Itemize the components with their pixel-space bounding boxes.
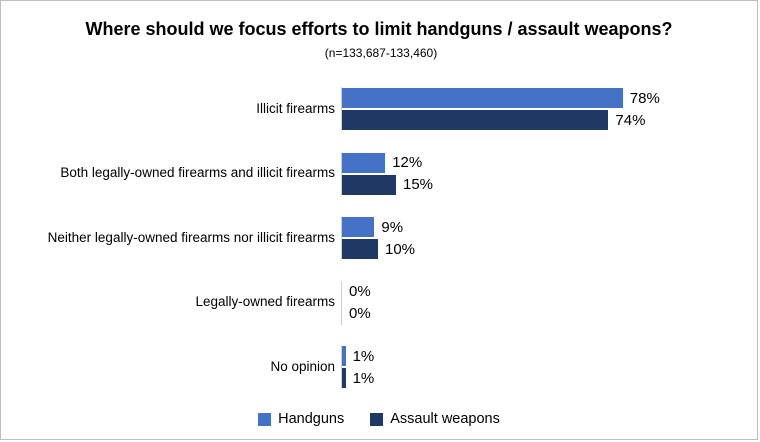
plot-area: Illicit firearms 78% 74% Both legally-ow… [1, 83, 757, 391]
chart-title-block: Where should we focus efforts to limit h… [1, 17, 757, 63]
value-label: 12% [392, 154, 423, 171]
value-label: 15% [403, 176, 434, 193]
chart-row: Both legally-owned firearms and illicit … [1, 151, 757, 196]
category-label: Illicit firearms [256, 100, 335, 116]
legend-item-assault-weapons: Assault weapons [370, 411, 500, 427]
value-label: 0% [349, 305, 371, 322]
handguns-bar [342, 88, 623, 108]
chart-row: Legally-owned firearms 0% 0% [1, 280, 757, 325]
chart-subtitle: (n=133,687-133,460) [324, 45, 438, 60]
value-label: 9% [381, 218, 404, 236]
value-label: 74% [615, 111, 646, 129]
chart-row: Illicit firearms 78% 74% [1, 87, 757, 131]
value-label: 78% [629, 89, 660, 107]
assault-weapons-bar [342, 174, 396, 195]
category-label: Both legally-owned firearms and illicit … [60, 165, 335, 181]
chart-row: No opinion 1% 1% [1, 345, 757, 389]
value-label: 0% [349, 283, 371, 300]
category-label: Neither legally-owned firearms nor illic… [47, 229, 335, 245]
legend-label: Handguns [278, 411, 345, 427]
chart-row: Neither legally-owned firearms nor illic… [1, 216, 757, 260]
chart-title: Where should we focus efforts to limit h… [85, 19, 673, 39]
handguns-bar [342, 152, 386, 173]
category-label: No opinion [270, 358, 335, 374]
category-label: Legally-owned firearms [195, 294, 335, 310]
legend-label: Assault weapons [390, 411, 500, 427]
legend-item-handguns: Handguns [258, 411, 344, 427]
value-label: 10% [385, 240, 416, 258]
value-label: 1% [352, 347, 375, 365]
assault-weapons-bar [342, 110, 609, 130]
value-label: 1% [352, 369, 375, 387]
assault-weapons-bar [342, 368, 346, 388]
handguns-bar [342, 217, 375, 237]
assault-weapons-swatch-icon [370, 412, 384, 426]
handguns-swatch-icon [258, 412, 272, 426]
handguns-bar [342, 346, 346, 366]
assault-weapons-bar [342, 239, 378, 259]
legend: Handguns Assault weapons [1, 411, 757, 427]
